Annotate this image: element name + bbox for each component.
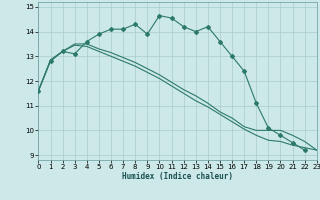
- X-axis label: Humidex (Indice chaleur): Humidex (Indice chaleur): [122, 172, 233, 181]
